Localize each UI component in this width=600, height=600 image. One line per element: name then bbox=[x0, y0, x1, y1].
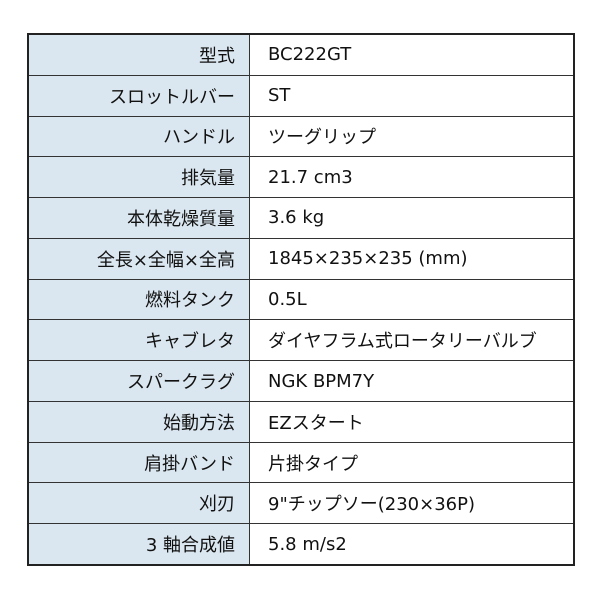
spec-label: 型式 bbox=[27, 33, 250, 76]
spec-value: 0.5L bbox=[249, 278, 575, 321]
spec-label: 本体乾燥質量 bbox=[27, 197, 250, 239]
spec-row: 始動方法 EZスタート bbox=[27, 400, 575, 443]
spec-table-body: 型式 BC222GT スロットルバー ST ハンドル ツーグリップ 排気量 21.7 cm3 本… bbox=[27, 33, 575, 566]
spec-row: 3 軸合成値 5.8 m/s2 bbox=[27, 523, 575, 566]
spec-label: 3 軸合成値 bbox=[27, 523, 250, 566]
spec-row: 肩掛バンド 片掛タイプ bbox=[27, 441, 575, 484]
spec-row: 本体乾燥質量 3.6 kg bbox=[27, 197, 575, 239]
spec-label: スパークラグ bbox=[27, 360, 250, 402]
spec-value: ツーグリップ bbox=[249, 115, 575, 158]
spec-label: 燃料タンク bbox=[27, 278, 250, 321]
spec-row: スパークラグ NGK BPM7Y bbox=[27, 360, 575, 402]
spec-row: 燃料タンク 0.5L bbox=[27, 278, 575, 321]
spec-label: スロットルバー bbox=[27, 74, 250, 117]
spec-row: 全長×全幅×全高 1845×235×235 (mm) bbox=[27, 237, 575, 280]
spec-value: ST bbox=[249, 74, 575, 117]
spec-row: キャブレタ ダイヤフラム式ロータリーバルブ bbox=[27, 319, 575, 362]
spec-row: 排気量 21.7 cm3 bbox=[27, 156, 575, 199]
spec-value: EZスタート bbox=[249, 400, 575, 443]
spec-label: 全長×全幅×全高 bbox=[27, 237, 250, 280]
spec-value: 1845×235×235 (mm) bbox=[249, 237, 575, 280]
spec-table: 型式 BC222GT スロットルバー ST ハンドル ツーグリップ 排気量 21.7 cm3 本… bbox=[27, 33, 575, 566]
spec-label: 肩掛バンド bbox=[27, 441, 250, 484]
spec-row: 型式 BC222GT bbox=[27, 33, 575, 76]
spec-value: 21.7 cm3 bbox=[249, 156, 575, 199]
spec-value: 5.8 m/s2 bbox=[249, 523, 575, 566]
spec-label: キャブレタ bbox=[27, 319, 250, 362]
spec-row: 刈刃 9"チップソー(230×36P) bbox=[27, 482, 575, 525]
spec-label: 排気量 bbox=[27, 156, 250, 199]
spec-value: ダイヤフラム式ロータリーバルブ bbox=[249, 319, 575, 362]
spec-value: NGK BPM7Y bbox=[249, 360, 575, 402]
spec-label: 刈刃 bbox=[27, 482, 250, 525]
spec-row: スロットルバー ST bbox=[27, 74, 575, 117]
spec-label: 始動方法 bbox=[27, 400, 250, 443]
spec-value: BC222GT bbox=[249, 33, 575, 76]
spec-row: ハンドル ツーグリップ bbox=[27, 115, 575, 158]
spec-value: 片掛タイプ bbox=[249, 441, 575, 484]
spec-value: 3.6 kg bbox=[249, 197, 575, 239]
spec-value: 9"チップソー(230×36P) bbox=[249, 482, 575, 525]
spec-label: ハンドル bbox=[27, 115, 250, 158]
